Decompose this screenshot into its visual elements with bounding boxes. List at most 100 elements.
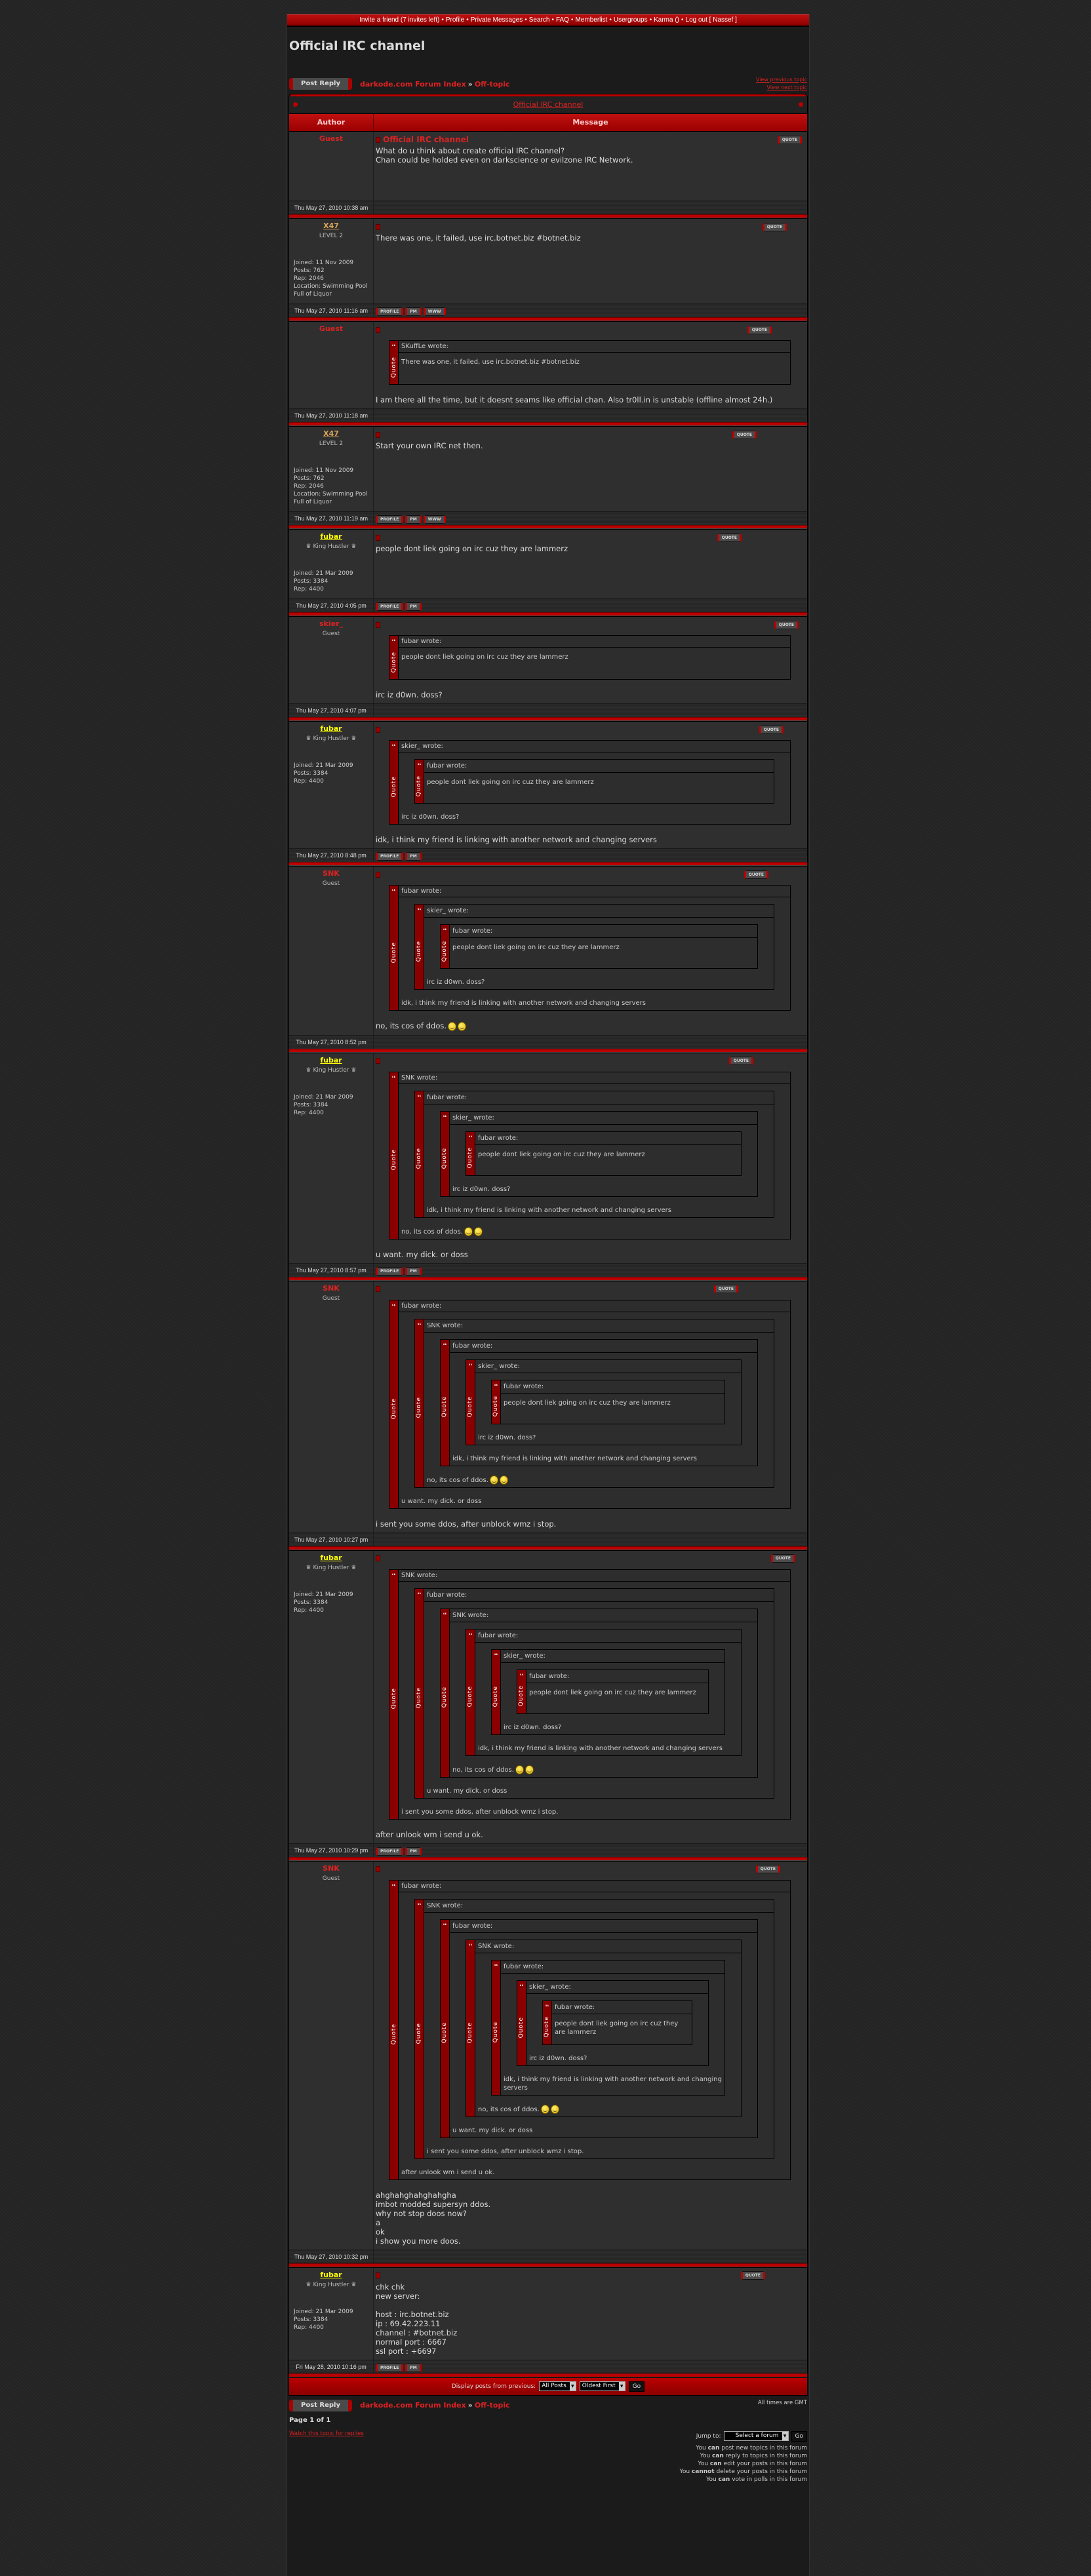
- post-profile-button[interactable]: PROFILE: [376, 602, 404, 611]
- post-icon[interactable]: [376, 224, 380, 230]
- quote-button[interactable]: QUOTE: [762, 222, 787, 231]
- quote-button[interactable]: QUOTE: [774, 620, 799, 629]
- quote-button[interactable]: QUOTE: [777, 135, 802, 144]
- post-reply-button[interactable]: Post Reply: [289, 2399, 352, 2411]
- post-pm-button[interactable]: PM: [405, 515, 422, 524]
- quote-label: Quote: [415, 1909, 424, 2158]
- quote-text: idk, i think my friend is linking with a…: [427, 1206, 771, 1215]
- topnav-link[interactable]: Search: [528, 16, 550, 24]
- quote-marks-icon: ❛❛: [443, 927, 447, 933]
- jump-forum-select[interactable]: Select a forum ▼: [723, 2431, 789, 2441]
- post-pm-button[interactable]: PM: [405, 1266, 422, 1276]
- post-icon[interactable]: [376, 534, 380, 541]
- breadcrumb: darkode.com Forum Index» Off-topic: [360, 80, 510, 88]
- post-icon[interactable]: [376, 1866, 380, 1872]
- quote-button[interactable]: QUOTE: [717, 533, 742, 542]
- post-profile-button[interactable]: PROFILE: [376, 515, 404, 524]
- topnav-link[interactable]: Usergroups: [613, 16, 648, 24]
- quote-button[interactable]: QUOTE: [755, 1865, 780, 1873]
- quote-button[interactable]: QUOTE: [770, 1554, 795, 1563]
- post-author-name[interactable]: X47: [323, 222, 339, 230]
- post-profile-button[interactable]: PROFILE: [376, 1846, 404, 1856]
- topnav-link[interactable]: Private Messages: [470, 16, 523, 24]
- grin-smiley-icon: [473, 1226, 483, 1236]
- post-icon[interactable]: [376, 326, 380, 333]
- topnav-link[interactable]: Memberlist: [575, 16, 608, 24]
- quote-text-content: irc iz d0wn. doss?: [478, 1434, 536, 1441]
- post-icon[interactable]: [376, 1286, 380, 1292]
- quote-button[interactable]: QUOTE: [759, 725, 784, 734]
- quote-author: fubar: [401, 888, 419, 895]
- quote-text-content: idk, i think my friend is linking with a…: [401, 1000, 646, 1007]
- watch-topic-link[interactable]: Watch this topic for replies: [289, 2430, 364, 2437]
- view-next-topic-link[interactable]: View next topic: [766, 85, 807, 90]
- quote-label: Quote: [517, 1679, 526, 1713]
- post-icon[interactable]: [376, 431, 380, 438]
- jump-go-button[interactable]: Go: [791, 2430, 807, 2442]
- post-message-cell: QUOTE ❛❛ Quote skier_ wrote: ❛❛ Quote fubar wr…: [374, 722, 807, 848]
- post-profile-button[interactable]: PROFILE: [376, 2363, 404, 2372]
- post-icon[interactable]: [376, 1058, 380, 1064]
- post-icon[interactable]: [376, 621, 380, 628]
- post-author-name[interactable]: fubar: [320, 1553, 342, 1562]
- post-author-details: Joined: 11 Nov 2009 Posts: 762 Rep: 2046…: [294, 467, 368, 505]
- post-author-name[interactable]: fubar: [320, 724, 342, 733]
- post-pm-button[interactable]: PM: [405, 852, 422, 861]
- quote-button[interactable]: QUOTE: [744, 870, 768, 879]
- permission-prefix: You: [706, 2476, 719, 2483]
- posts-order-select[interactable]: Oldest First ▼: [579, 2381, 625, 2391]
- quote-button[interactable]: QUOTE: [713, 1285, 738, 1293]
- post-list: Guest Official IRC channel QUOTE What do u …: [289, 131, 807, 2377]
- quote-button[interactable]: QUOTE: [740, 2271, 765, 2280]
- grin-smiley-icon: [499, 1475, 508, 1485]
- post-author-name[interactable]: fubar: [320, 1055, 342, 1064]
- quote-header: skier_ wrote:: [424, 905, 774, 918]
- post-pm-button[interactable]: PM: [405, 1846, 422, 1856]
- post-author-name[interactable]: fubar: [320, 2270, 342, 2279]
- post-author-name[interactable]: fubar: [320, 532, 342, 541]
- quote-label: Quote: [441, 1349, 449, 1466]
- display-go-button[interactable]: Go: [628, 2381, 645, 2392]
- topnav-link[interactable]: Log out [ Nassef ]: [685, 16, 737, 24]
- post-reply-button[interactable]: Post Reply: [289, 78, 352, 90]
- post-icon[interactable]: [376, 871, 380, 878]
- topnav-link[interactable]: Invite a friend (7 invites left): [359, 16, 440, 24]
- post-icon[interactable]: [376, 2273, 380, 2278]
- quote-block: ❛❛ Quote fubar wrote: people dont liek goin…: [517, 1669, 709, 1714]
- post-author-rank: LEVEL 2: [289, 440, 373, 447]
- breadcrumb-forum-index[interactable]: darkode.com Forum Index: [360, 2401, 466, 2410]
- quote-sidebar: ❛❛ Quote: [466, 1131, 475, 1175]
- quote-sidebar: ❛❛ Quote: [415, 1588, 424, 1798]
- topic-title-link[interactable]: Official IRC channel: [513, 100, 584, 109]
- quote-button[interactable]: QUOTE: [728, 1057, 753, 1065]
- post-author-name[interactable]: X47: [323, 429, 339, 438]
- post-pm-button[interactable]: PM: [405, 602, 422, 611]
- post-profile-button[interactable]: PROFILE: [376, 852, 404, 861]
- quote-vertical-label: Quote: [492, 1685, 499, 1708]
- quote-sidebar: ❛❛ Quote: [441, 1111, 450, 1196]
- quote-marks-icon: ❛❛: [417, 1321, 422, 1328]
- view-previous-topic-link[interactable]: View previous topic: [755, 77, 807, 83]
- post-www-button[interactable]: WWW: [423, 515, 446, 524]
- quote-button[interactable]: QUOTE: [732, 430, 757, 439]
- breadcrumb-forum-index[interactable]: darkode.com Forum Index: [360, 79, 466, 88]
- topnav-link[interactable]: FAQ: [555, 16, 569, 24]
- post-pm-button[interactable]: PM: [405, 2363, 422, 2372]
- quote-marks-icon: ❛❛: [519, 1672, 524, 1679]
- quote-button[interactable]: QUOTE: [747, 325, 772, 334]
- post-profile-button[interactable]: PROFILE: [376, 307, 404, 316]
- breadcrumb-off-topic[interactable]: Off-topic: [474, 2401, 510, 2410]
- post-icon[interactable]: [376, 136, 380, 143]
- post-icon[interactable]: [376, 726, 380, 733]
- breadcrumb-off-topic[interactable]: Off-topic: [474, 79, 510, 88]
- post-pm-button[interactable]: PM: [405, 307, 422, 316]
- post-profile-button[interactable]: PROFILE: [376, 1266, 404, 1276]
- topnav-link[interactable]: Profile: [445, 16, 465, 24]
- post-www-button[interactable]: WWW: [423, 307, 446, 316]
- post-icon[interactable]: [376, 1555, 380, 1561]
- topnav-link[interactable]: Karma (): [654, 16, 680, 24]
- posts-range-select[interactable]: All Posts ▼: [539, 2381, 576, 2391]
- post-date: Fri May 28, 2010 10:16 pm: [289, 2360, 374, 2373]
- post-author-cell: SNK Guest: [289, 1861, 374, 2250]
- quote-sidebar: ❛❛ Quote: [389, 1569, 399, 1819]
